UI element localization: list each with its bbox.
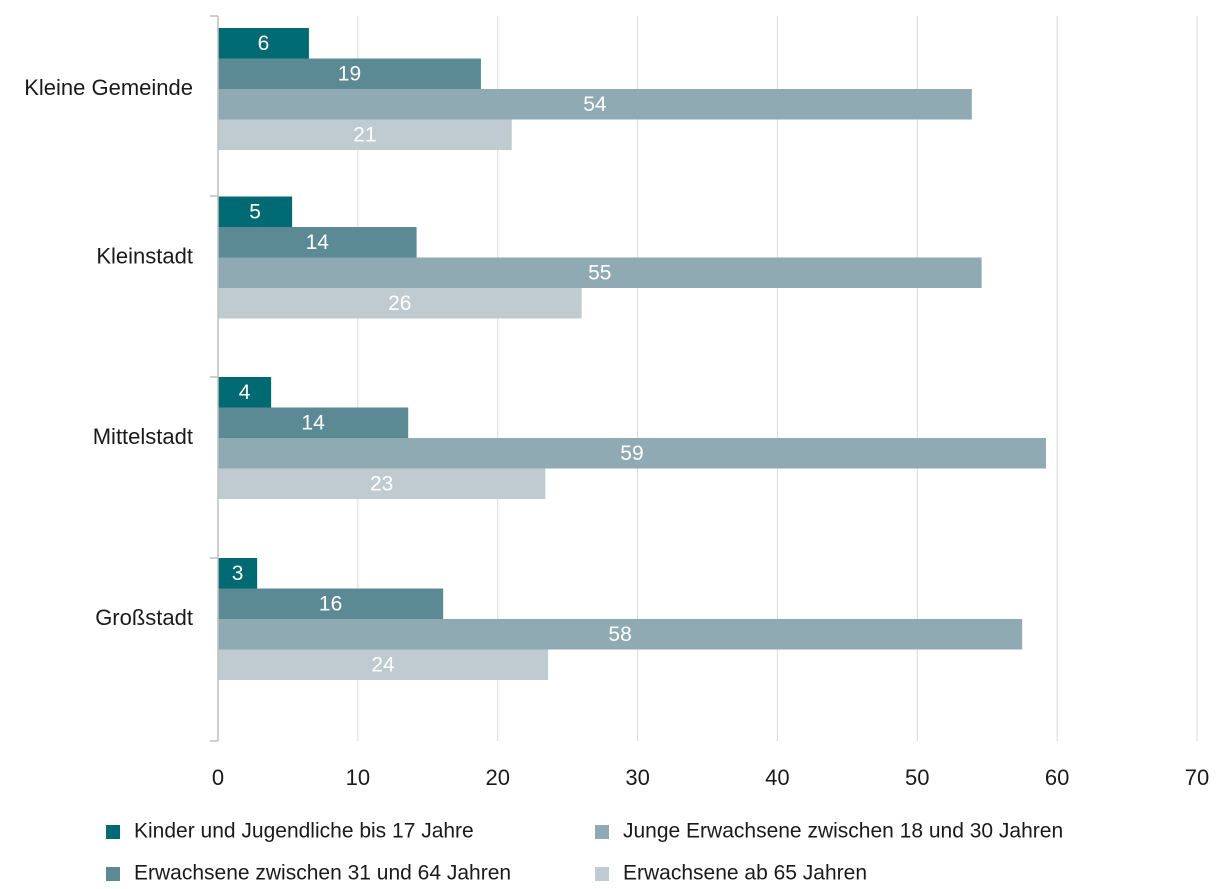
bar-3-3 xyxy=(218,649,549,680)
data-label-3-2: 58 xyxy=(608,623,631,646)
legend-label-3: Erwachsene ab 65 Jahren xyxy=(623,862,867,885)
data-label-1-1: 14 xyxy=(306,231,330,254)
bar-3-2 xyxy=(218,619,1023,650)
bar-0-2 xyxy=(218,89,972,120)
data-label-0-0: 6 xyxy=(258,32,270,55)
bar-1-2 xyxy=(218,257,982,288)
data-label-3-0: 3 xyxy=(232,562,244,585)
legend-label-2: Junge Erwachsene zwischen 18 und 30 Jahr… xyxy=(623,820,1063,843)
bar-1-3 xyxy=(218,288,582,319)
legend-swatch-0 xyxy=(106,825,120,839)
category-label-1: Kleinstadt xyxy=(96,243,193,268)
data-label-0-3: 21 xyxy=(353,123,376,146)
y-axis xyxy=(210,15,219,742)
data-label-1-0: 5 xyxy=(249,200,261,223)
legend: Kinder und Jugendliche bis 17 Jahre Junge… xyxy=(106,820,1063,885)
bar-0-0 xyxy=(218,28,309,59)
data-label-2-1: 14 xyxy=(301,411,325,434)
x-tick-label-40: 40 xyxy=(765,765,789,790)
bar-1-1 xyxy=(218,227,417,258)
x-tick-label-20: 20 xyxy=(485,765,509,790)
x-tick-label-10: 10 xyxy=(346,765,370,790)
data-label-1-3: 26 xyxy=(388,292,411,315)
bar-3-0 xyxy=(218,558,258,589)
legend-swatch-1 xyxy=(106,867,120,881)
category-labels: Kleine Gemeinde Kleinstadt Mittelstadt Groß… xyxy=(24,75,193,630)
category-label-0: Kleine Gemeinde xyxy=(24,75,193,100)
data-label-0-2: 54 xyxy=(583,93,607,116)
data-label-3-3: 24 xyxy=(371,653,395,676)
x-tick-label-50: 50 xyxy=(905,765,929,790)
legend-swatch-2 xyxy=(595,825,609,839)
data-label-3-1: 16 xyxy=(319,592,342,615)
bar-2-0 xyxy=(218,377,272,408)
x-tick-label-60: 60 xyxy=(1045,765,1069,790)
bars xyxy=(218,28,1046,680)
bar-1-0 xyxy=(218,196,293,227)
bar-3-1 xyxy=(218,588,444,619)
bar-2-2 xyxy=(218,438,1046,469)
data-label-2-2: 59 xyxy=(620,442,643,465)
x-tick-label-0: 0 xyxy=(212,765,224,790)
legend-label-0: Kinder und Jugendliche bis 17 Jahre xyxy=(134,820,474,843)
x-tick-label-30: 30 xyxy=(625,765,649,790)
category-label-3: Großstadt xyxy=(95,605,193,630)
data-label-1-2: 55 xyxy=(588,261,611,284)
category-label-2: Mittelstadt xyxy=(93,424,193,449)
bar-2-1 xyxy=(218,407,409,438)
data-label-2-3: 23 xyxy=(370,472,393,495)
legend-label-1: Erwachsene zwischen 31 und 64 Jahren xyxy=(134,862,511,885)
bar-0-1 xyxy=(218,58,481,89)
bar-2-3 xyxy=(218,468,546,499)
x-tick-labels: 0 10 20 30 40 50 60 70 xyxy=(212,765,1209,790)
data-label-2-0: 4 xyxy=(239,381,251,404)
bar-0-3 xyxy=(218,119,512,150)
data-label-0-1: 19 xyxy=(338,62,361,85)
legend-swatch-3 xyxy=(595,867,609,881)
data-labels: 6 19 54 21 5 14 55 26 4 14 59 23 3 16 58 24 xyxy=(232,32,644,677)
x-tick-label-70: 70 xyxy=(1185,765,1209,790)
